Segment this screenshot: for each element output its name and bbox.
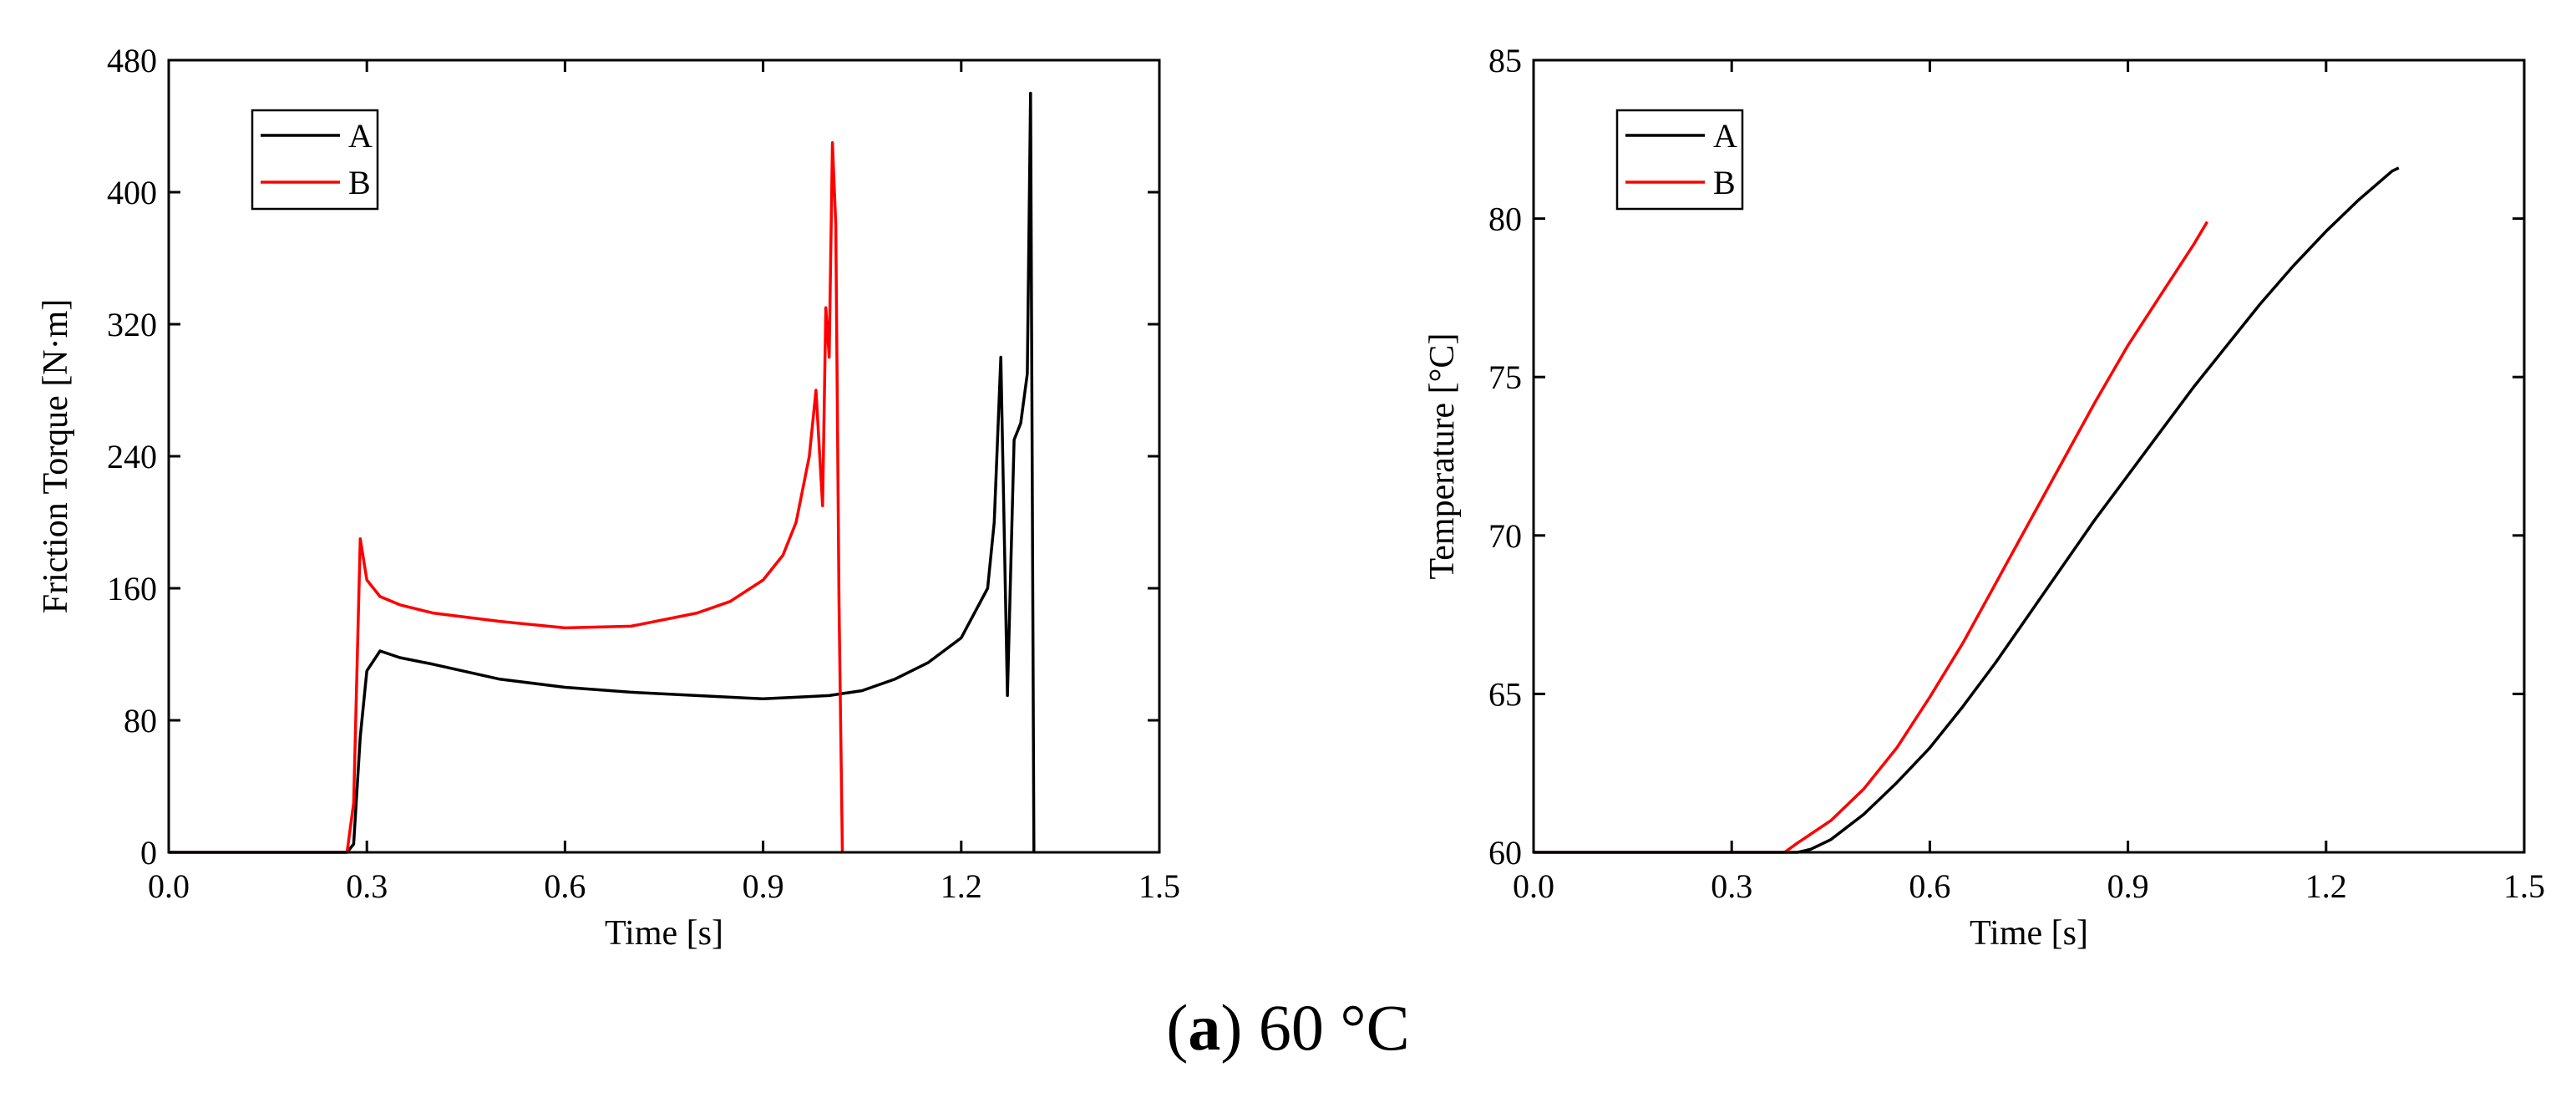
legend-label-b: B xyxy=(348,164,371,201)
x-tick-label: 0.0 xyxy=(1513,867,1554,905)
series-line-a xyxy=(169,91,1036,854)
y-tick-label: 240 xyxy=(107,438,157,475)
figure-caption: (a) 60 °C xyxy=(0,990,2576,1065)
x-tick-label: 1.2 xyxy=(941,867,982,905)
legend-label-a: A xyxy=(1713,117,1737,155)
y-tick-label: 60 xyxy=(1488,834,1522,872)
x-axis-title: Time [s] xyxy=(1970,914,2088,953)
x-tick-label: 0.0 xyxy=(148,867,190,905)
caption-paren-close: ) xyxy=(1220,991,1243,1064)
caption-paren-open: ( xyxy=(1166,991,1189,1064)
legend-box xyxy=(1615,109,1744,211)
series-line-b xyxy=(1534,221,2209,854)
y-tick-label: 85 xyxy=(1488,42,1522,79)
y-axis-title: Friction Torque [N·m] xyxy=(37,299,75,614)
x-tick-label: 0.9 xyxy=(2107,867,2149,905)
y-tick-label: 75 xyxy=(1488,358,1522,396)
x-tick-label: 0.6 xyxy=(544,867,586,905)
x-tick-label: 0.6 xyxy=(1909,867,1950,905)
x-axis-title: Time [s] xyxy=(605,914,723,953)
y-tick-label: 65 xyxy=(1488,675,1522,713)
y-tick-label: 400 xyxy=(107,174,157,211)
y-tick-label: 320 xyxy=(107,306,157,343)
series-line-a xyxy=(1534,166,2400,854)
x-tick-label: 0.3 xyxy=(346,867,388,905)
legend-box xyxy=(251,109,379,211)
y-tick-label: 0 xyxy=(140,834,157,872)
x-tick-label: 1.2 xyxy=(2305,867,2347,905)
plot-frame xyxy=(1532,58,2526,854)
y-tick-label: 80 xyxy=(1488,201,1522,238)
x-tick-label: 1.5 xyxy=(1138,867,1180,905)
y-axis-title: Temperature [°C] xyxy=(1423,333,1462,580)
legend-label-a: A xyxy=(348,117,373,155)
temperature-chart: 0.0 0.3 0.6 0.9 1.2 1.5 60 65 70 75 80 85 Time [s] Te… xyxy=(1423,42,2545,953)
caption-letter: a xyxy=(1188,991,1221,1064)
caption-text: 60 °C xyxy=(1258,991,1410,1064)
y-tick-label: 480 xyxy=(107,42,157,79)
legend: AB xyxy=(251,109,379,211)
friction-torque-chart: 0.0 0.3 0.6 0.9 1.2 1.5 0 80 160 240 320 400 480 Time… xyxy=(37,42,1180,953)
y-tick-label: 70 xyxy=(1488,517,1522,555)
y-tick-label: 80 xyxy=(124,702,157,740)
x-tick-label: 0.9 xyxy=(743,867,784,905)
y-tick-label: 160 xyxy=(107,570,157,607)
series-line-b xyxy=(169,141,844,854)
legend-label-b: B xyxy=(1713,164,1736,201)
x-tick-label: 1.5 xyxy=(2503,867,2545,905)
legend: AB xyxy=(1615,109,1744,211)
x-tick-label: 0.3 xyxy=(1711,867,1752,905)
